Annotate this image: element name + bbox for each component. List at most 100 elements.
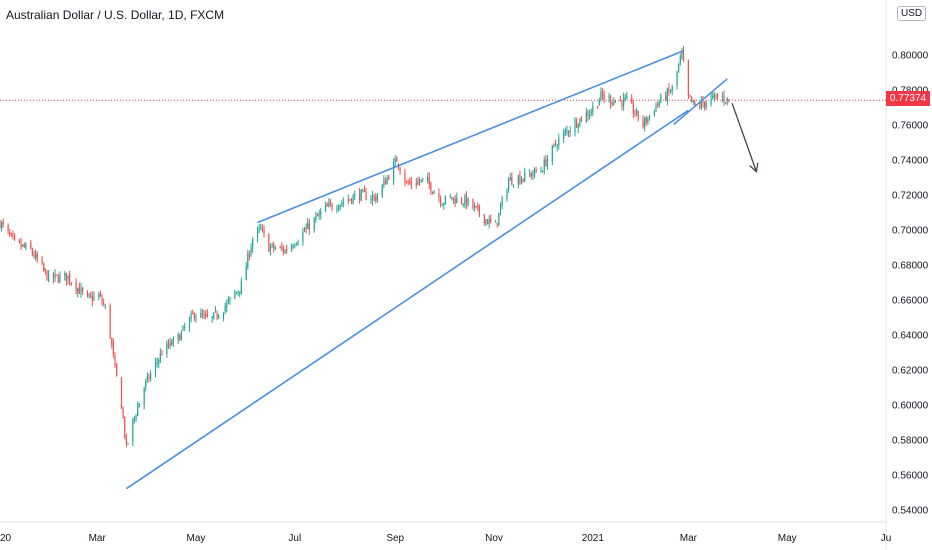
candle bbox=[305, 223, 307, 234]
candle bbox=[112, 338, 114, 359]
candle bbox=[302, 227, 304, 246]
candle bbox=[297, 239, 299, 246]
candle bbox=[341, 200, 343, 208]
candle bbox=[132, 418, 134, 447]
candle bbox=[431, 191, 434, 195]
candle bbox=[409, 177, 411, 185]
candle bbox=[725, 101, 727, 105]
candle bbox=[687, 59, 689, 100]
candle bbox=[25, 242, 27, 251]
candle bbox=[553, 143, 555, 148]
price-tick-label: 0.54000 bbox=[892, 506, 929, 517]
trendline-drawings[interactable] bbox=[125, 50, 759, 490]
candle bbox=[566, 125, 568, 136]
price-tick-label: 0.60000 bbox=[892, 401, 929, 412]
candle bbox=[556, 144, 558, 152]
candle bbox=[700, 95, 702, 111]
candle bbox=[12, 230, 14, 240]
candle bbox=[472, 198, 474, 211]
candle bbox=[511, 171, 513, 186]
price-axis[interactable]: 0.80000 0.78000 0.76000 0.74000 0.72000 0.700… bbox=[892, 50, 929, 516]
lower-trendline[interactable] bbox=[125, 109, 689, 490]
candle bbox=[705, 100, 707, 111]
candle bbox=[580, 116, 583, 123]
candle bbox=[56, 274, 58, 277]
candle bbox=[47, 269, 50, 283]
candle bbox=[433, 190, 435, 194]
candle bbox=[120, 376, 123, 410]
candle bbox=[44, 268, 46, 275]
candle bbox=[592, 101, 594, 117]
candle bbox=[498, 212, 500, 226]
candle bbox=[381, 183, 383, 198]
candle bbox=[386, 175, 388, 185]
candle bbox=[610, 94, 612, 110]
candle bbox=[33, 250, 35, 259]
candle bbox=[564, 127, 566, 137]
candle bbox=[373, 194, 375, 202]
candle bbox=[554, 139, 557, 147]
candle bbox=[392, 158, 395, 186]
candle bbox=[90, 291, 92, 299]
candle bbox=[145, 378, 147, 392]
candle bbox=[261, 224, 263, 233]
projection-arrow[interactable] bbox=[731, 103, 758, 172]
candle bbox=[57, 273, 59, 284]
upper-trendline[interactable] bbox=[257, 50, 684, 224]
candle bbox=[65, 273, 68, 286]
price-tick-label: 0.56000 bbox=[892, 471, 929, 482]
candle bbox=[666, 87, 668, 106]
candle bbox=[99, 290, 102, 298]
candle bbox=[347, 194, 349, 205]
candle bbox=[271, 242, 273, 249]
candle bbox=[490, 214, 492, 224]
candle bbox=[716, 92, 719, 101]
candle bbox=[430, 181, 432, 196]
candle bbox=[137, 401, 139, 417]
candle bbox=[138, 403, 140, 408]
candle bbox=[577, 123, 579, 134]
candle bbox=[54, 269, 56, 282]
candle bbox=[648, 114, 651, 121]
candle bbox=[585, 107, 587, 123]
candle bbox=[590, 108, 592, 117]
time-tick-label: Nov bbox=[485, 533, 503, 544]
candle bbox=[316, 212, 319, 217]
candle bbox=[0, 219, 1, 229]
candle bbox=[349, 199, 351, 202]
candle bbox=[657, 101, 659, 108]
candle bbox=[726, 97, 728, 106]
candle bbox=[13, 233, 16, 241]
candle bbox=[43, 262, 45, 273]
candle bbox=[370, 195, 372, 204]
candle bbox=[91, 291, 93, 307]
channel-trendline[interactable] bbox=[673, 78, 728, 125]
candle bbox=[703, 101, 706, 111]
candle bbox=[396, 155, 398, 162]
time-tick-label: Jul bbox=[288, 533, 301, 544]
candle bbox=[454, 194, 456, 207]
candle bbox=[313, 217, 315, 233]
candle bbox=[671, 84, 673, 96]
candle bbox=[146, 372, 148, 383]
candle bbox=[597, 105, 599, 109]
candle bbox=[240, 277, 242, 295]
candle bbox=[337, 204, 340, 212]
candle bbox=[383, 174, 385, 189]
candle bbox=[31, 247, 33, 257]
candle bbox=[46, 269, 48, 281]
candle bbox=[679, 53, 681, 66]
candle bbox=[376, 193, 379, 203]
currency-button[interactable]: USD bbox=[897, 6, 927, 21]
candle bbox=[18, 238, 21, 244]
candle bbox=[467, 197, 469, 207]
candle bbox=[569, 126, 571, 137]
candle bbox=[193, 312, 195, 322]
time-axis[interactable]: 2020 Mar May Jul Sep Nov 2021 Mar May Ju bbox=[0, 533, 891, 544]
candle bbox=[156, 357, 158, 368]
candle bbox=[613, 97, 615, 106]
price-tick-label: 0.78000 bbox=[892, 85, 929, 96]
candle bbox=[375, 193, 377, 204]
candle bbox=[535, 166, 537, 173]
